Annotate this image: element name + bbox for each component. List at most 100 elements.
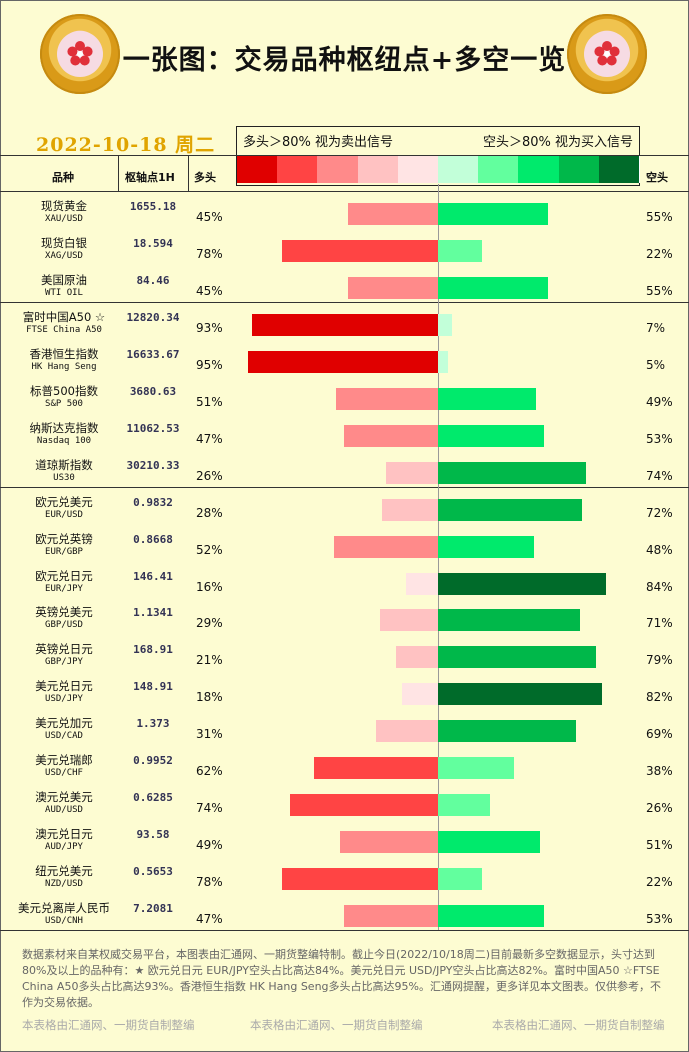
instrument-name: 现货黄金 [41, 199, 87, 213]
long-bar [340, 831, 438, 854]
legend-right-text: 空头＞80% 视为买入信号 [482, 135, 633, 150]
instrument-symbol: XAG/USD [45, 250, 83, 261]
legend-swatch [598, 155, 640, 183]
instrument-symbol: WTI OIL [45, 287, 83, 298]
short-percent: 71% [646, 616, 673, 631]
short-bar [438, 572, 606, 595]
long-bar [334, 535, 438, 558]
short-bar [438, 461, 586, 484]
table-row: 澳元兑日元 AUD/JPY 93.58 49% 51% [0, 825, 689, 862]
instrument-symbol: FTSE China A50 [26, 324, 102, 335]
pivot-value: 7.2081 [133, 902, 173, 916]
long-percent: 31% [196, 727, 223, 742]
short-percent: 22% [646, 246, 673, 261]
logo-right [567, 14, 647, 94]
short-percent: 5% [646, 357, 666, 372]
flower-icon [594, 41, 620, 66]
long-bar [252, 313, 438, 336]
long-percent: 78% [196, 875, 223, 890]
short-bar [438, 646, 596, 669]
instrument-name: 纳斯达克指数 [29, 420, 99, 435]
long-percent: 95% [196, 357, 223, 372]
table-row: 道琼斯指数 US30 30210.33 26% 74% [0, 456, 689, 493]
long-percent: 62% [196, 764, 223, 779]
pivot-value: 0.5653 [133, 865, 173, 879]
long-bar [406, 572, 438, 595]
instrument-name: 现货白银 [41, 235, 87, 250]
header-short: 空头 [646, 171, 668, 184]
instrument-name: 富时中国A50 ☆ [22, 309, 106, 324]
table-row: 现货白银 XAG/USD 18.594 78% 22% [0, 234, 689, 271]
short-bar [438, 313, 452, 336]
instrument-name: 道琼斯指数 [35, 457, 93, 472]
instrument-name: 澳元兑日元 [35, 827, 93, 842]
long-bar [344, 905, 438, 928]
long-percent: 49% [196, 838, 223, 853]
long-percent: 16% [196, 579, 223, 594]
short-bar [438, 683, 602, 706]
long-percent: 74% [196, 801, 223, 816]
short-percent: 22% [646, 875, 673, 890]
instrument-symbol: EUR/USD [45, 509, 83, 520]
short-percent: 79% [646, 653, 673, 668]
long-bar [348, 203, 438, 225]
instrument-symbol: USD/CHF [45, 768, 83, 779]
instrument-symbol: AUD/USD [45, 805, 83, 816]
long-percent: 47% [196, 912, 223, 927]
table-row: 澳元兑美元 AUD/USD 0.6285 74% 26% [0, 788, 689, 825]
header-top-line [0, 155, 689, 156]
long-percent: 47% [196, 431, 223, 446]
pivot-value: 12820.34 [126, 310, 180, 324]
long-bar [314, 757, 438, 780]
short-bar [438, 424, 544, 447]
instrument-name: 英镑兑日元 [35, 642, 93, 657]
legend-left-text: 多头＞80% 视为卖出信号 [243, 135, 394, 150]
legend-swatch [237, 155, 279, 183]
instrument-symbol: USD/JPY [45, 694, 83, 705]
long-percent: 52% [196, 542, 223, 557]
long-bar [386, 461, 438, 484]
short-percent: 55% [646, 210, 673, 224]
long-bar [348, 276, 438, 299]
instrument-name: 标普500指数 [30, 383, 98, 398]
short-percent: 84% [646, 579, 673, 594]
watermark: 本表格由汇通网、一期货自制整编 [22, 1018, 195, 1032]
pivot-value: 1.373 [136, 717, 170, 731]
table-row: 美元兑瑞郎 USD/CHF 0.9952 62% 38% [0, 751, 689, 788]
short-percent: 49% [646, 394, 673, 409]
short-bar [438, 276, 548, 299]
instrument-symbol: NZD/USD [45, 879, 83, 890]
table-row: 纳斯达克指数 Nasdaq 100 11062.53 47% 53% [0, 419, 689, 456]
pivot-value: 0.9832 [133, 495, 173, 509]
short-bar [438, 794, 490, 817]
chart-title: 一张图：交易品种枢纽点+多空一览 [122, 45, 567, 76]
instrument-symbol: Nasdaq 100 [36, 435, 92, 446]
instrument-symbol: S&P 500 [45, 398, 83, 409]
logo-left [40, 14, 120, 94]
instrument-name: 美元兑加元 [35, 716, 93, 731]
short-bar [438, 757, 514, 780]
pivot-value: 0.6285 [133, 791, 173, 805]
pivot-value: 0.8668 [133, 532, 173, 546]
table-row: 现货黄金 XAU/USD 1655.18 45% 55% [0, 197, 689, 234]
long-percent: 21% [196, 653, 223, 668]
long-percent: 28% [196, 505, 223, 520]
long-bar [282, 239, 438, 262]
instrument-symbol: AUD/JPY [45, 842, 83, 853]
instrument-symbol: HK Hang Seng [31, 361, 97, 372]
legend: 多头＞80% 视为卖出信号 空头＞80% 视为买入信号 [236, 126, 640, 186]
flower-icon [67, 41, 93, 66]
short-bar [438, 720, 576, 743]
table-row: 英镑兑美元 GBP/USD 1.1341 29% 71% [0, 603, 689, 640]
group-divider [0, 487, 689, 488]
legend-swatch [317, 155, 359, 183]
short-bar [438, 609, 580, 632]
instrument-symbol: GBP/JPY [45, 657, 83, 668]
pivot-value: 1.1341 [133, 606, 173, 620]
long-bar [336, 387, 438, 410]
long-percent: 78% [196, 246, 223, 261]
pivot-value: 148.91 [133, 680, 173, 694]
instrument-name: 香港恒生指数 [29, 346, 99, 361]
header-long: 多头 [194, 171, 216, 184]
table-row: 欧元兑英镑 EUR/GBP 0.8668 52% 48% [0, 530, 689, 567]
